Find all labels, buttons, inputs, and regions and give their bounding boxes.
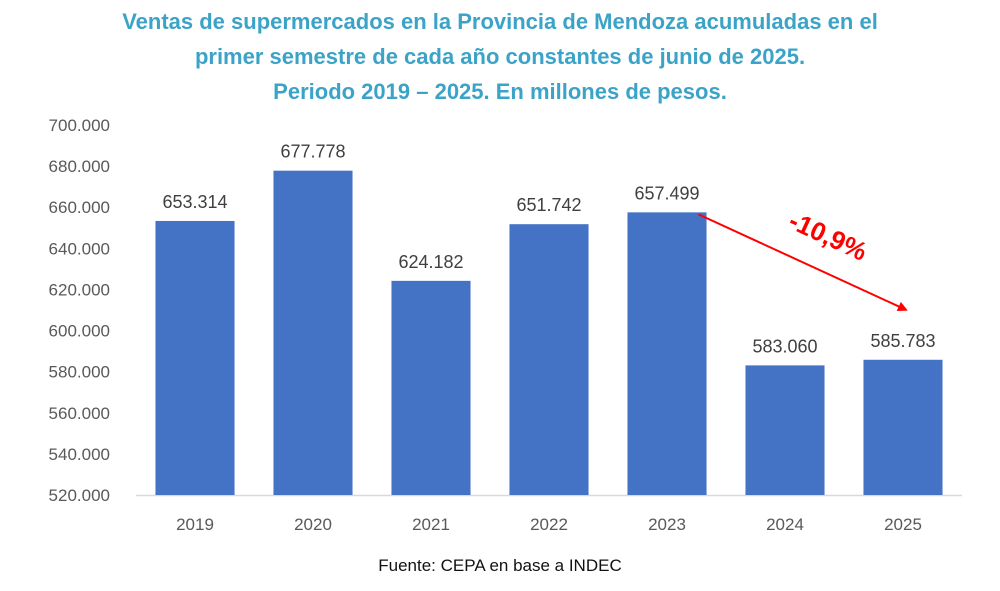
x-tick-label: 2024 bbox=[766, 515, 804, 534]
y-tick-label: 660.000 bbox=[49, 198, 110, 217]
change-annotation: -10,9% bbox=[698, 205, 908, 311]
data-label-2022: 651.742 bbox=[516, 195, 581, 215]
y-tick-label: 580.000 bbox=[49, 363, 110, 382]
source-note: Fuente: CEPA en base a INDEC bbox=[378, 556, 622, 575]
x-tick-label: 2019 bbox=[176, 515, 214, 534]
bar-2021 bbox=[391, 280, 471, 495]
data-labels: 653.314 677.778 624.182 651.742 657.499 583.0… bbox=[162, 142, 935, 357]
bar-2022 bbox=[509, 224, 589, 495]
y-tick-label: 680.000 bbox=[49, 157, 110, 176]
y-tick-label: 640.000 bbox=[49, 239, 110, 258]
bars bbox=[155, 170, 943, 495]
y-tick-label: 560.000 bbox=[49, 404, 110, 423]
chart-title-line-2: primer semestre de cada año constantes d… bbox=[194, 44, 806, 69]
bar-2020 bbox=[273, 170, 353, 495]
data-label-2020: 677.778 bbox=[280, 142, 345, 162]
bar-2023 bbox=[627, 212, 707, 495]
chart-title-line-3: Periodo 2019 – 2025. En millones de peso… bbox=[273, 79, 727, 104]
change-arrow bbox=[698, 213, 908, 311]
x-tick-label: 2021 bbox=[412, 515, 450, 534]
y-tick-label: 700.000 bbox=[49, 116, 110, 135]
x-tick-label: 2022 bbox=[530, 515, 568, 534]
bar-2024 bbox=[745, 365, 825, 495]
bar-2019 bbox=[155, 220, 235, 495]
x-tick-label: 2020 bbox=[294, 515, 332, 534]
y-tick-label: 520.000 bbox=[49, 486, 110, 505]
x-tick-label: 2025 bbox=[884, 515, 922, 534]
data-label-2024: 583.060 bbox=[752, 336, 817, 356]
x-tick-label: 2023 bbox=[648, 515, 686, 534]
data-label-2023: 657.499 bbox=[634, 183, 699, 203]
y-axis: 520.000 540.000 560.000 580.000 600.000 620.0… bbox=[49, 116, 110, 505]
chart-title: Ventas de supermercados en la Provincia … bbox=[0, 4, 1000, 109]
x-axis: 2019 2020 2021 2022 2023 2024 2025 bbox=[136, 494, 962, 534]
y-tick-label: 620.000 bbox=[49, 280, 110, 299]
data-label-2021: 624.182 bbox=[398, 252, 463, 272]
chart-title-line-1: Ventas de supermercados en la Provincia … bbox=[122, 9, 878, 34]
data-label-2025: 585.783 bbox=[870, 331, 935, 351]
y-tick-label: 540.000 bbox=[49, 445, 110, 464]
data-label-2019: 653.314 bbox=[162, 192, 227, 212]
change-percentage: -10,9% bbox=[784, 205, 871, 267]
y-tick-label: 600.000 bbox=[49, 322, 110, 341]
bar-2025 bbox=[863, 359, 943, 495]
